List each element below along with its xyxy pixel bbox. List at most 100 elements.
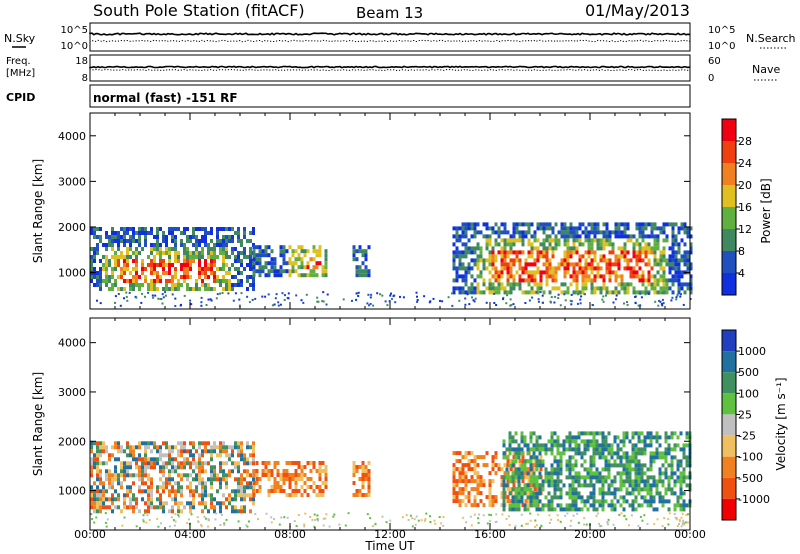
velocity-cell [153,465,156,470]
velocity-cell [355,493,359,497]
power-cell [183,263,186,267]
power-cell [506,254,510,259]
power-cell [204,263,207,267]
velocity-cell [523,459,527,464]
power-cell [219,247,222,251]
power-cell [637,304,640,307]
velocity-cell [96,457,99,462]
velocity-cell [401,516,404,519]
velocity-cell [303,473,307,477]
velocity-cell [171,449,174,454]
velocity-cell [355,489,359,493]
power-cell [168,271,171,275]
velocity-cell [565,467,569,472]
power-cell [557,230,561,235]
velocity-cell [670,487,674,492]
power-cell [581,290,585,295]
velocity-cell [601,431,605,436]
power-cell [641,238,645,243]
power-cell [171,293,174,296]
power-cell [634,295,637,298]
velocity-cell [332,515,335,518]
power-cell [576,302,579,305]
velocity-cell [571,467,575,472]
velocity-cell [571,439,575,444]
velocity-cell [361,477,365,481]
velocity-cell [637,491,641,496]
velocity-cell [685,475,689,480]
power-cell [222,259,225,263]
power-cell [90,279,93,283]
power-cell [123,287,126,291]
power-cell [647,290,651,295]
velocity-cell [90,469,93,474]
power-cell [201,227,204,231]
velocity-cell [177,465,180,470]
velocity-cell [535,447,539,452]
power-cell [150,247,153,251]
velocity-cell [324,481,328,485]
power-cell [614,226,618,231]
velocity-cell [138,445,141,450]
power-cell [579,302,582,305]
power-cell [123,271,126,275]
velocity-cell [640,475,644,480]
power-cell [533,278,537,283]
velocity-cell [231,449,234,454]
velocity-cell [607,518,610,521]
power-cell [527,238,531,243]
velocity-cell [159,469,162,474]
velocity-cell [141,457,144,462]
velocity-cell [455,451,459,456]
power-cell [111,275,114,279]
power-cell [512,262,516,267]
power-cell [611,290,615,295]
power-cell [686,230,690,235]
velocity-cell [252,457,255,462]
power-cell [569,230,573,235]
power-cell [135,263,138,267]
power-cell [225,279,228,283]
velocity-cell [556,451,560,456]
power-cell [473,262,477,267]
power-cell [470,282,474,287]
power-cell [599,238,603,243]
velocity-cell [237,449,240,454]
power-cell [386,304,389,307]
power-cell [626,282,630,287]
velocity-cell [138,485,141,490]
power-cell [231,239,234,243]
velocity-cell [222,441,225,446]
power-cell [464,226,468,231]
velocity-cell [520,487,524,492]
power-cell [204,235,207,239]
power-cell [644,234,648,239]
velocity-cell [559,443,563,448]
velocity-cell [201,453,204,458]
velocity-cell [99,469,102,474]
velocity-cell [96,493,99,498]
power-cell [524,302,527,304]
power-cell [455,246,459,251]
power-cell [518,266,522,271]
velocity-cell [315,485,319,489]
velocity-cell [288,477,292,481]
velocity-cell [96,497,99,502]
power-cell [93,227,96,231]
power-cell [464,297,467,300]
velocity-cell [458,475,462,480]
power-cell [192,287,195,291]
power-cell [677,282,681,287]
power-cell [503,266,507,271]
velocity-cell [580,475,584,480]
power-cell [321,269,325,274]
velocity-cell [631,467,635,472]
power-cell [554,242,558,247]
power-cell [264,253,268,258]
power-cell [243,227,246,231]
velocity-cell [491,499,495,504]
velocity-cell [316,514,319,517]
power-cell [470,258,474,263]
power-cell [258,253,262,258]
velocity-cell [219,524,222,526]
